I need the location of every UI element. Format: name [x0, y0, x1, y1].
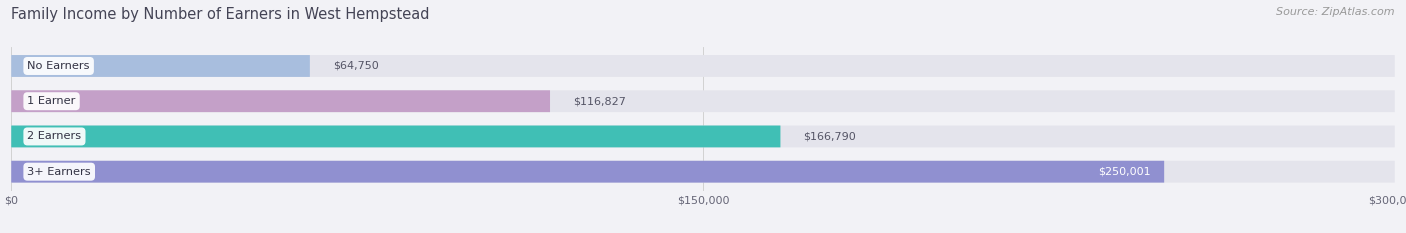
FancyBboxPatch shape: [11, 90, 1395, 112]
Text: Family Income by Number of Earners in West Hempstead: Family Income by Number of Earners in We…: [11, 7, 430, 22]
FancyBboxPatch shape: [11, 126, 780, 147]
Text: $250,001: $250,001: [1098, 167, 1150, 177]
Text: Source: ZipAtlas.com: Source: ZipAtlas.com: [1277, 7, 1395, 17]
FancyBboxPatch shape: [11, 55, 309, 77]
Text: $166,790: $166,790: [803, 131, 856, 141]
Text: $116,827: $116,827: [574, 96, 626, 106]
Text: $64,750: $64,750: [333, 61, 378, 71]
Text: 2 Earners: 2 Earners: [27, 131, 82, 141]
FancyBboxPatch shape: [11, 161, 1395, 183]
FancyBboxPatch shape: [11, 90, 550, 112]
FancyBboxPatch shape: [11, 126, 1395, 147]
FancyBboxPatch shape: [11, 161, 1164, 183]
FancyBboxPatch shape: [11, 55, 1395, 77]
Text: No Earners: No Earners: [27, 61, 90, 71]
Text: 3+ Earners: 3+ Earners: [27, 167, 91, 177]
Text: 1 Earner: 1 Earner: [27, 96, 76, 106]
